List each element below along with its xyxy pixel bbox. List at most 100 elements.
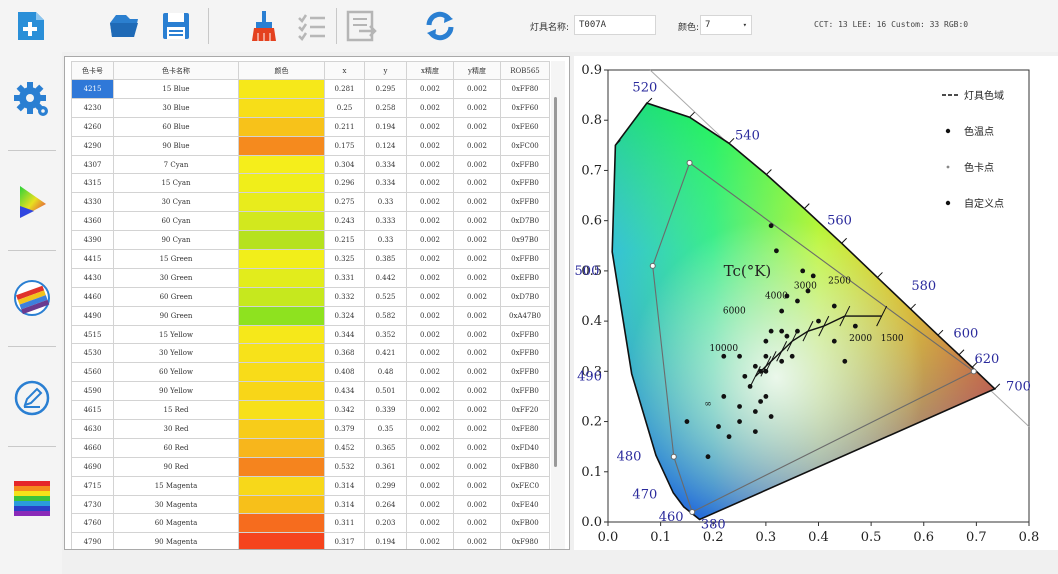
custom-point: [752, 409, 758, 414]
table-cell-y: 0.35: [364, 419, 407, 439]
custom-point: [752, 429, 758, 434]
legend-label: 灯具色域: [964, 89, 1004, 102]
table-cell-yp: 0.002: [453, 381, 501, 402]
locus-tick: [766, 169, 772, 175]
table-row[interactable]: 4460 60 Green 0.332 0.525 0.002 0.002 0xD7B0: [71, 286, 550, 307]
checklist-icon: [298, 14, 325, 41]
locus-tick: [994, 383, 1001, 390]
gel-library-button[interactable]: [10, 276, 54, 320]
table-cell-name: 60 Yellow: [113, 362, 239, 383]
y-tick-label: 0.1: [581, 465, 602, 480]
table-cell-id: 4690: [71, 456, 114, 477]
table-cell-yp: 0.002: [453, 400, 501, 421]
export-button[interactable]: [342, 6, 382, 46]
table-cell-code: 0xFE80: [500, 419, 550, 439]
table-row[interactable]: 4660 60 Red 0.452 0.365 0.002 0.002 0xFD40: [71, 437, 550, 458]
add-file-icon: [18, 12, 44, 40]
table-row[interactable]: 4360 60 Cyan 0.243 0.333 0.002 0.002 0xD7B0: [71, 211, 550, 232]
column-header-card-id[interactable]: 色卡号: [71, 61, 114, 80]
color-select[interactable]: 7 ▾: [700, 15, 752, 35]
legend-marker-cct-point: [945, 128, 951, 134]
table-cell-xp: 0.002: [406, 437, 454, 458]
locus-tick: [841, 237, 848, 244]
color-swatch-cell: [238, 475, 325, 496]
column-header-x-precision[interactable]: x精度: [406, 61, 454, 80]
table-cell-x: 0.243: [324, 211, 365, 232]
table-cell-yp: 0.002: [453, 437, 501, 458]
isotherm-line: [776, 341, 788, 362]
table-cell-y: 0.124: [364, 135, 407, 156]
table-row[interactable]: 4260 60 Blue 0.211 0.194 0.002 0.002 0xFE60: [71, 116, 550, 137]
column-header-color[interactable]: 颜色: [238, 61, 325, 80]
clear-button[interactable]: [244, 6, 284, 46]
x-tick-label: 0.5: [861, 530, 882, 545]
column-header-rgb565[interactable]: ROB565: [500, 61, 550, 80]
table-cell-x: 0.314: [324, 475, 365, 496]
color-gamut-button[interactable]: [10, 180, 54, 224]
table-row[interactable]: 4490 90 Green 0.324 0.582 0.002 0.002 0xA47B0: [71, 305, 550, 326]
tc-label: Tc(°K): [724, 262, 772, 280]
table-cell-y: 0.334: [364, 173, 407, 194]
custom-point: [763, 338, 769, 344]
document-export-icon: [346, 10, 377, 42]
y-tick-label: 0.7: [581, 163, 602, 178]
table-row[interactable]: 4215 15 Blue 0.281 0.295 0.002 0.002 0xFF80: [71, 79, 550, 99]
custom-point: [852, 323, 858, 329]
locus-tick: [728, 137, 735, 144]
color-swatch-cell: [238, 419, 325, 439]
table-row[interactable]: 4290 90 Blue 0.175 0.124 0.002 0.002 0xFC00: [71, 135, 550, 156]
color-swatch-cell: [238, 211, 325, 232]
table-row[interactable]: 4390 90 Cyan 0.215 0.33 0.002 0.002 0x97B0: [71, 230, 550, 251]
table-cell-xp: 0.002: [406, 400, 454, 421]
table-cell-yp: 0.002: [453, 192, 501, 213]
table-row[interactable]: 4330 30 Cyan 0.275 0.33 0.002 0.002 0xFFB0: [71, 192, 550, 213]
table-scrollbar-thumb[interactable]: [554, 97, 557, 467]
table-row[interactable]: 4560 60 Yellow 0.408 0.48 0.002 0.002 0xFFB0: [71, 362, 550, 383]
table-row[interactable]: 4515 15 Yellow 0.344 0.352 0.002 0.002 0xFFB0: [71, 324, 550, 345]
open-folder-button[interactable]: [104, 6, 144, 46]
column-header-card-name[interactable]: 色卡名称: [113, 61, 239, 80]
custom-point: [842, 358, 848, 364]
table-row[interactable]: 4530 30 Yellow 0.368 0.421 0.002 0.002 0xFFB0: [71, 343, 550, 364]
custom-point: [768, 223, 774, 229]
custom-point: [721, 353, 727, 359]
table-row[interactable]: 4730 30 Magenta 0.314 0.264 0.002 0.002 0xFE40: [71, 494, 550, 515]
cie-chromaticity-diagram[interactable]: 0.0 0.1 0.2 0.3 0.4 0.5 0.6 0.7 0.8 0.0 0.1 0.2 0.3 0…: [574, 56, 1058, 550]
table-row[interactable]: 4230 30 Blue 0.25 0.258 0.002 0.002 0xFF60: [71, 97, 550, 118]
lamp-name-input[interactable]: T007A: [574, 15, 656, 35]
table-row[interactable]: 4415 15 Green 0.325 0.385 0.002 0.002 0xFFB0: [71, 249, 550, 269]
color-swatch-cell: [238, 343, 325, 364]
spectral-locus-line: [611, 102, 997, 521]
spectrum-button[interactable]: [10, 476, 54, 520]
checklist-button[interactable]: [292, 6, 332, 46]
table-cell-code: 0xFFB0: [500, 343, 550, 364]
isotherm-line: [818, 315, 830, 337]
table-row[interactable]: 4790 90 Magenta 0.317 0.194 0.002 0.002 0xF980: [71, 532, 550, 549]
column-header-y[interactable]: y: [364, 61, 407, 80]
table-cell-x: 0.379: [324, 419, 365, 439]
isotherm-line: [786, 330, 798, 352]
table-cell-yp: 0.002: [453, 475, 501, 496]
table-row[interactable]: 4715 15 Magenta 0.314 0.299 0.002 0.002 0xFEC0: [71, 475, 550, 496]
table-row[interactable]: 4307 7 Cyan 0.304 0.334 0.002 0.002 0xFFB0: [71, 154, 550, 175]
table-row[interactable]: 4630 30 Red 0.379 0.35 0.002 0.002 0xFE80: [71, 419, 550, 439]
custom-point-button[interactable]: [10, 376, 54, 420]
table-row[interactable]: 4615 15 Red 0.342 0.339 0.002 0.002 0xFF20: [71, 400, 550, 421]
table-cell-id: 4730: [71, 494, 114, 515]
table-cell-x: 0.342: [324, 400, 365, 421]
refresh-button[interactable]: [420, 6, 460, 46]
column-header-x[interactable]: x: [324, 61, 365, 80]
save-button[interactable]: [156, 6, 196, 46]
table-row[interactable]: 4690 90 Red 0.532 0.361 0.002 0.002 0xFB80: [71, 456, 550, 477]
table-row[interactable]: 4590 90 Yellow 0.434 0.501 0.002 0.002 0xFFB0: [71, 381, 550, 402]
color-swatch-cell: [238, 267, 325, 288]
table-cell-code: 0xFB00: [500, 513, 550, 534]
settings-button[interactable]: [10, 78, 54, 122]
column-header-y-precision[interactable]: y精度: [453, 61, 501, 80]
add-lamp-button[interactable]: [10, 6, 50, 46]
table-row[interactable]: 4760 60 Magenta 0.311 0.203 0.002 0.002 0xFB00: [71, 513, 550, 534]
table-row[interactable]: 4430 30 Green 0.331 0.442 0.002 0.002 0xEFB0: [71, 267, 550, 288]
custom-point: [763, 394, 769, 399]
table-cell-y: 0.385: [364, 249, 407, 269]
table-row[interactable]: 4315 15 Cyan 0.296 0.334 0.002 0.002 0xFFB0: [71, 173, 550, 194]
